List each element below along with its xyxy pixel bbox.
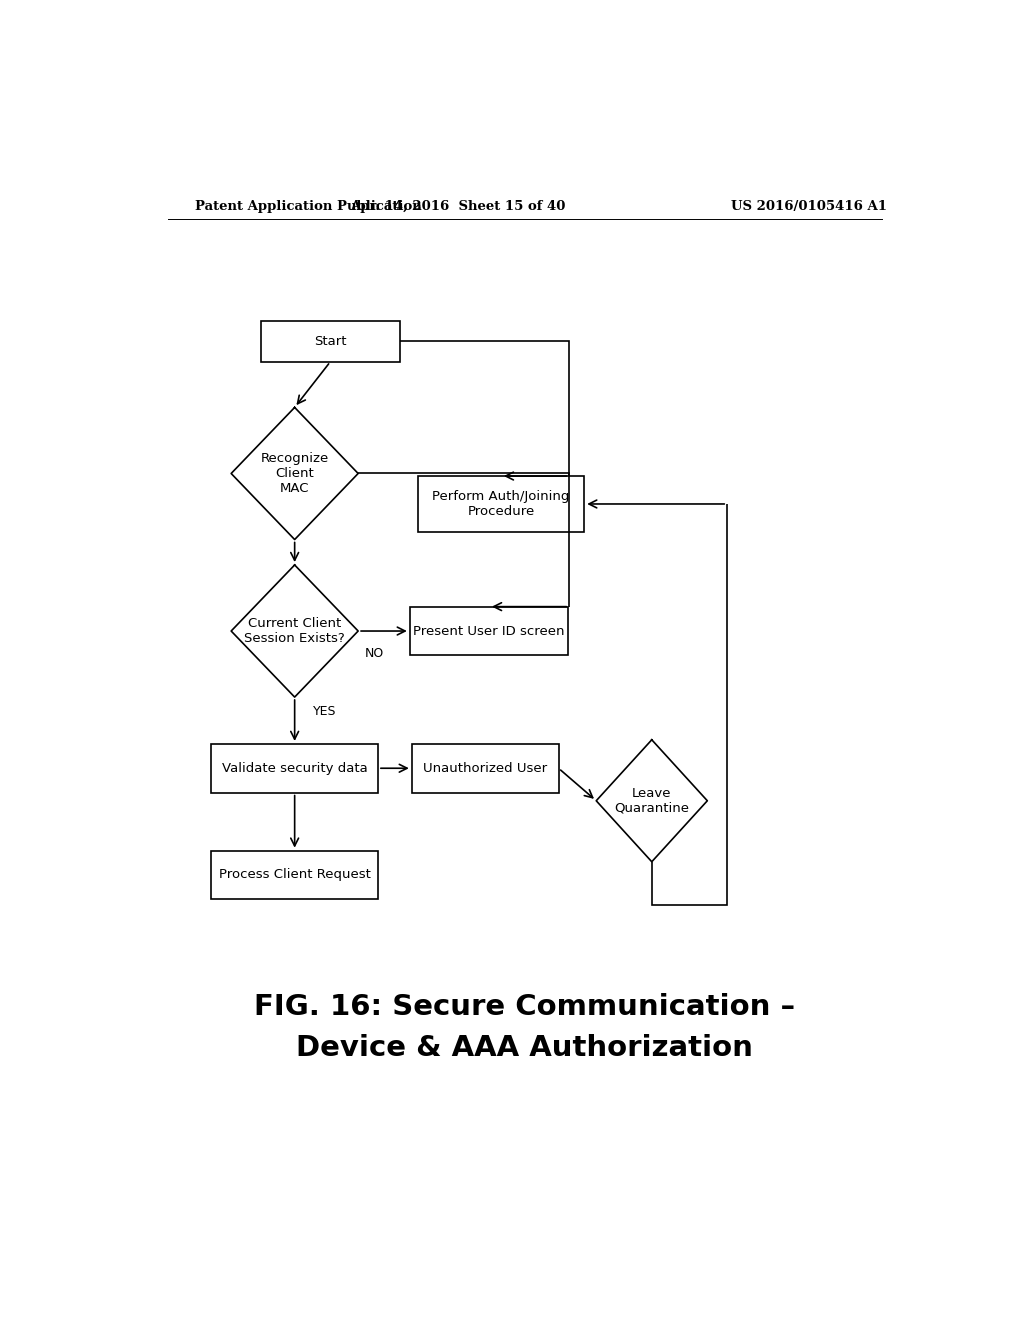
Polygon shape: [231, 408, 358, 540]
Text: US 2016/0105416 A1: US 2016/0105416 A1: [731, 199, 887, 213]
Text: Start: Start: [314, 335, 346, 348]
FancyBboxPatch shape: [412, 744, 558, 792]
Polygon shape: [231, 565, 358, 697]
Text: Perform Auth/Joining
Procedure: Perform Auth/Joining Procedure: [432, 490, 569, 517]
FancyBboxPatch shape: [261, 321, 399, 362]
Text: Leave
Quarantine: Leave Quarantine: [614, 787, 689, 814]
Polygon shape: [596, 739, 708, 862]
Text: Present User ID screen: Present User ID screen: [414, 624, 565, 638]
Text: Recognize
Client
MAC: Recognize Client MAC: [260, 451, 329, 495]
Text: Process Client Request: Process Client Request: [219, 869, 371, 882]
FancyBboxPatch shape: [410, 607, 568, 656]
Text: Patent Application Publication: Patent Application Publication: [196, 199, 422, 213]
FancyBboxPatch shape: [211, 744, 378, 792]
Text: FIG. 16: Secure Communication –: FIG. 16: Secure Communication –: [254, 993, 796, 1022]
Text: Device & AAA Authorization: Device & AAA Authorization: [296, 1034, 754, 1061]
Text: Unauthorized User: Unauthorized User: [423, 762, 547, 775]
Text: Validate security data: Validate security data: [222, 762, 368, 775]
FancyBboxPatch shape: [211, 850, 378, 899]
Text: Apr. 14, 2016  Sheet 15 of 40: Apr. 14, 2016 Sheet 15 of 40: [349, 199, 565, 213]
FancyBboxPatch shape: [418, 477, 585, 532]
Text: NO: NO: [365, 647, 384, 660]
Text: YES: YES: [313, 705, 337, 718]
Text: Current Client
Session Exists?: Current Client Session Exists?: [245, 616, 345, 645]
